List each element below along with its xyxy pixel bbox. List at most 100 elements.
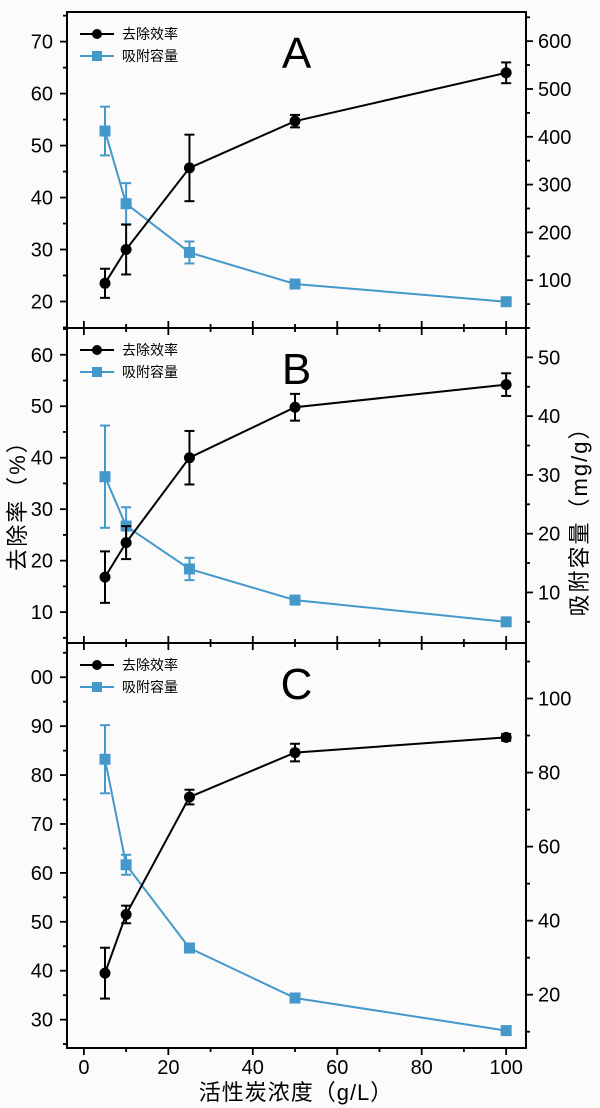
panel-C: 0 20 40 60 80 100 30 40 50 60 70 80 90 00 20 40 60 80 100 去… [31, 636, 571, 1079]
left-y-tick-label: 90 [31, 716, 53, 738]
removal-data-point [289, 747, 301, 759]
left-y-tick-label: 50 [31, 912, 53, 934]
right-y-tick-label: 20 [538, 985, 560, 1007]
right-y-tick-label: 50 [538, 347, 560, 369]
removal-data-point [99, 277, 111, 289]
removal-data-point [289, 401, 301, 413]
left-y-tick-label: 00 [31, 667, 53, 689]
panel-border [66, 642, 527, 1049]
left-y-axis-label: 去除率（%） [5, 429, 30, 571]
removal-data-point [289, 115, 301, 127]
x-tick-label: 60 [326, 1057, 348, 1079]
left-y-tick-label: 40 [31, 448, 53, 470]
left-y-tick-label: 50 [31, 396, 53, 418]
right-y-tick-label: 80 [538, 763, 560, 785]
x-tick-label: 20 [157, 1057, 179, 1079]
removal-data-point [183, 162, 195, 174]
right-y-tick-label: 60 [538, 837, 560, 859]
removal-series-line [104, 383, 507, 578]
capacity-data-point [289, 594, 301, 606]
right-y-tick-label: 30 [538, 465, 560, 487]
left-y-tick-label: 60 [31, 863, 53, 885]
left-y-tick-label: 30 [31, 240, 53, 262]
panel-letter: B [282, 345, 311, 394]
left-y-tick-label: 50 [31, 136, 53, 158]
right-y-axis-label: 吸附容量（mg/g） [567, 415, 592, 617]
removal-data-point [120, 537, 132, 549]
legend-square-marker [92, 367, 102, 377]
removal-series-line [104, 736, 507, 974]
capacity-data-point [500, 1025, 512, 1037]
legend-circle-marker [92, 345, 102, 355]
left-y-tick-label: 20 [31, 291, 53, 313]
removal-data-point [120, 908, 132, 920]
capacity-data-point [183, 563, 195, 575]
right-y-tick-label: 600 [538, 31, 571, 53]
left-y-tick-label: 80 [31, 765, 53, 787]
removal-series-line [104, 71, 507, 284]
x-tick-label: 40 [242, 1057, 264, 1079]
left-y-tick-label: 40 [31, 961, 53, 983]
removal-data-point [500, 67, 512, 79]
removal-data-point [500, 731, 512, 743]
legend-square-marker [92, 682, 102, 692]
capacity-data-point [289, 992, 301, 1004]
panel-letter: A [282, 29, 312, 78]
left-y-tick-label: 20 [31, 551, 53, 573]
capacity-data-point [500, 296, 512, 308]
removal-data-point [500, 379, 512, 391]
legend-label: 吸附容量 [122, 364, 178, 380]
right-y-tick-label: 100 [538, 270, 571, 292]
capacity-data-point [99, 125, 111, 137]
right-y-tick-label: 200 [538, 222, 571, 244]
capacity-data-point [183, 942, 195, 954]
capacity-data-point [99, 471, 111, 483]
x-tick-label: 0 [78, 1057, 89, 1079]
right-y-tick-label: 100 [538, 689, 571, 711]
right-y-tick-label: 10 [538, 582, 560, 604]
capacity-series-line [104, 130, 507, 303]
removal-data-point [120, 244, 132, 256]
right-y-tick-label: 40 [538, 406, 560, 428]
capacity-data-point [120, 859, 132, 871]
left-y-tick-label: 40 [31, 188, 53, 210]
capacity-data-point [99, 753, 111, 765]
legend-label: 吸附容量 [122, 48, 178, 64]
removal-data-point [99, 967, 111, 979]
removal-data-point [183, 452, 195, 464]
capacity-series-line [104, 476, 507, 623]
removal-data-point [99, 571, 111, 583]
left-y-tick-label: 60 [31, 345, 53, 367]
left-y-tick-label: 30 [31, 499, 53, 521]
right-y-tick-label: 20 [538, 524, 560, 546]
x-tick-label: 100 [489, 1057, 522, 1079]
left-y-tick-label: 70 [31, 32, 53, 54]
legend-label: 去除效率 [122, 342, 178, 358]
removal-data-point [183, 791, 195, 803]
capacity-series-line [104, 759, 507, 1032]
x-axis-label: 活性炭浓度（g/L） [198, 1080, 394, 1105]
right-y-tick-label: 300 [538, 175, 571, 197]
panel-letter: C [281, 660, 313, 709]
capacity-data-point [120, 198, 132, 210]
left-y-tick-label: 30 [31, 1010, 53, 1032]
left-y-tick-label: 10 [31, 602, 53, 624]
legend-circle-marker [92, 660, 102, 670]
capacity-data-point [289, 278, 301, 290]
right-y-tick-label: 400 [538, 127, 571, 149]
right-y-tick-label: 40 [538, 911, 560, 933]
right-y-tick-label: 500 [538, 79, 571, 101]
x-tick-label: 80 [411, 1057, 433, 1079]
left-y-tick-label: 70 [31, 814, 53, 836]
legend-square-marker [92, 51, 102, 61]
legend-label: 去除效率 [122, 26, 178, 42]
legend-circle-marker [92, 29, 102, 39]
left-y-tick-label: 60 [31, 84, 53, 106]
capacity-data-point [183, 246, 195, 258]
capacity-data-point [500, 616, 512, 628]
legend-label: 去除效率 [122, 657, 178, 673]
